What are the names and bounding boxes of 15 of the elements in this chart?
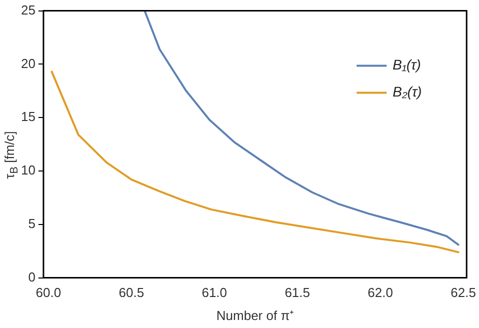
x-tick-label: 62.0	[368, 285, 393, 300]
x-tick-label: 60.5	[118, 285, 144, 300]
y-tick-label: 20	[20, 56, 36, 71]
x-tick-label: 61.5	[284, 285, 310, 300]
y-tick-label: 15	[20, 109, 36, 124]
x-tick-label: 62.5	[450, 285, 476, 300]
x-tick-label: 61.0	[202, 285, 228, 300]
legend-label: B₁(τ)	[392, 56, 421, 73]
y-tick-label: 5	[28, 216, 36, 231]
legend-label: B₂(τ)	[392, 84, 422, 100]
x-tick-label: 60.0	[36, 285, 62, 300]
y-tick-label: 0	[28, 269, 36, 284]
y-tick-label: 25	[20, 2, 36, 18]
x-axis-title: Number of π⁺	[216, 308, 294, 323]
y-tick-label: 10	[20, 162, 36, 178]
